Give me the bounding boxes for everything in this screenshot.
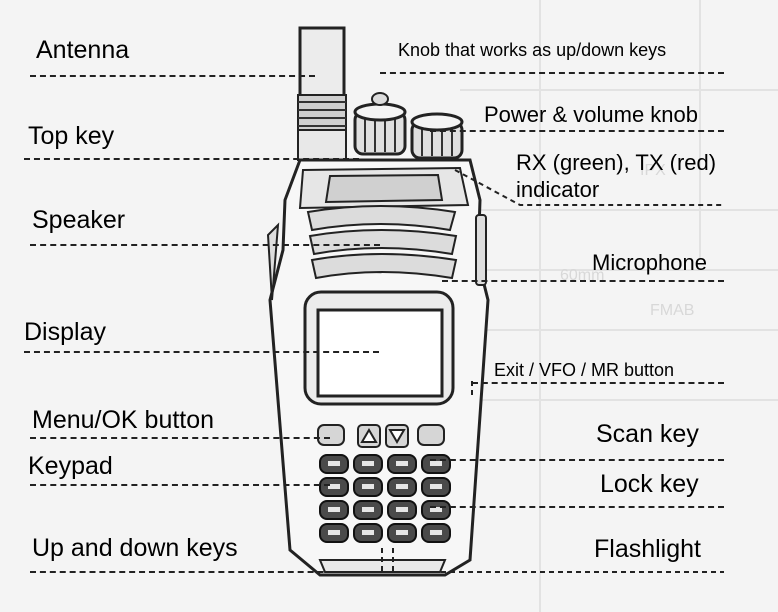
leader-power-volume	[430, 130, 724, 132]
display-screen	[316, 308, 444, 398]
label-power-volume-knob: Power & volume knob	[484, 102, 698, 127]
label-microphone: Microphone	[592, 250, 707, 275]
antenna-part	[297, 26, 347, 161]
label-up-down-keys: Up and down keys	[32, 534, 238, 562]
label-rx-tx-line2: indicator	[516, 177, 600, 202]
svg-text:IPX: IPX	[640, 162, 666, 179]
svg-text:FMAB: FMAB	[650, 302, 694, 319]
leader-display	[24, 351, 379, 353]
speaker-grille	[306, 205, 458, 280]
leader-up-down-keys	[30, 571, 383, 573]
label-top-key: Top key	[28, 122, 115, 150]
leader-exit-vfo-mr	[472, 382, 724, 384]
leader-menu-ok	[30, 437, 330, 439]
label-knob-up-down: Knob that works as up/down keys	[398, 40, 667, 60]
top-row-buttons	[317, 424, 445, 448]
channel-knob	[353, 92, 407, 156]
label-antenna: Antenna	[36, 36, 130, 64]
leader-top-key	[24, 158, 359, 160]
leader-antenna	[30, 75, 315, 77]
label-exit-vfo-mr: Exit / VFO / MR button	[494, 360, 675, 380]
volume-knob	[410, 112, 464, 160]
label-display: Display	[24, 318, 106, 346]
leader-lock-key	[430, 506, 724, 508]
label-speaker: Speaker	[32, 206, 126, 234]
leader-knob-up-down	[380, 72, 724, 74]
label-menu-ok-button: Menu/OK button	[32, 406, 215, 434]
label-scan-key: Scan key	[596, 420, 699, 448]
label-lock-key: Lock key	[600, 470, 699, 498]
leader-speaker	[30, 244, 380, 246]
svg-text:60mm: 60mm	[560, 267, 604, 284]
label-flashlight: Flashlight	[594, 535, 701, 563]
label-rx-tx-line1: RX (green), TX (red)	[516, 150, 717, 175]
leader-scan-key	[430, 459, 724, 461]
leader-microphone	[442, 280, 724, 282]
leader-keypad	[30, 484, 330, 486]
label-keypad: Keypad	[28, 452, 113, 480]
